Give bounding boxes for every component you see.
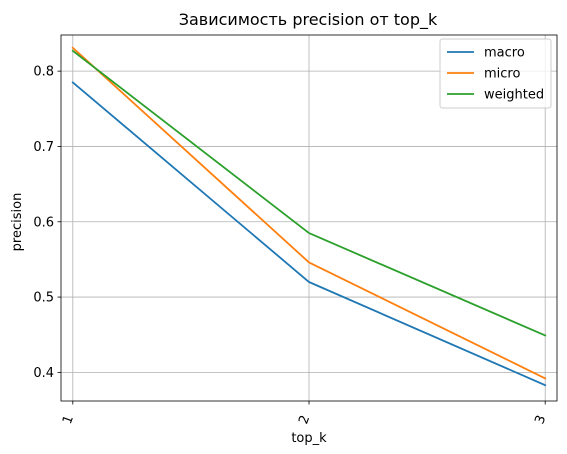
legend-box	[439, 38, 552, 109]
y-tick-label: 0.8	[33, 65, 54, 80]
legend-label-micro: micro	[484, 67, 520, 82]
series-lines	[71, 46, 547, 387]
y-tick-label: 0.4	[33, 366, 54, 381]
y-tick-label: 0.6	[33, 215, 54, 230]
y-axis-title: precision	[10, 193, 25, 252]
series-line-micro	[71, 46, 547, 380]
y-tick-label: 0.7	[33, 140, 54, 155]
y-tick-label: 0.5	[33, 291, 54, 306]
legend-label-macro: macro	[484, 46, 525, 61]
x-axis-title: top_k	[291, 431, 327, 446]
chart-title: Зависимость precision от top_k	[179, 10, 438, 30]
legend: macro micro weighted	[439, 38, 552, 109]
series-line-macro	[71, 81, 547, 387]
series-line-weighted	[71, 49, 547, 337]
legend-label-weighted: weighted	[484, 88, 544, 103]
